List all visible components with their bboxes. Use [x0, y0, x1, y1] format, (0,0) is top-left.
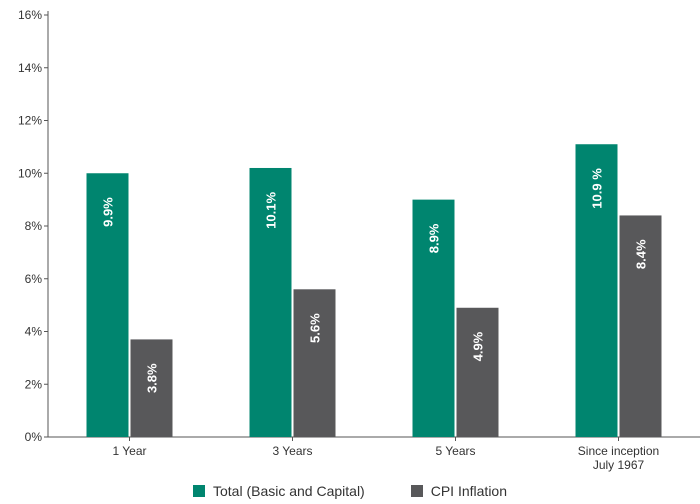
y-tick-label: 0% [25, 430, 43, 444]
bar-cpi [130, 339, 173, 437]
data-label-cpi: 4.9% [471, 331, 486, 361]
x-tick-label: Since inception July 1967 [578, 444, 659, 472]
bar-cpi [293, 289, 336, 437]
data-label-cpi: 5.6% [308, 313, 323, 343]
y-tick-label: 14% [18, 61, 42, 75]
legend-label-cpi: CPI Inflation [430, 483, 507, 499]
data-label-cpi: 3.8% [145, 363, 160, 393]
y-tick-label: 12% [18, 114, 42, 128]
legend-item-total: Total (Basic and Capital) [192, 483, 365, 499]
bar-cpi [456, 307, 499, 437]
legend-swatch-cpi [410, 485, 423, 497]
y-tick-label: 2% [25, 377, 43, 391]
y-tick-label: 16% [18, 8, 42, 22]
legend-label-total: Total (Basic and Capital) [212, 483, 365, 499]
y-axis: 0% 2% 4% 6% 8% 10% 12% 14% 16% [18, 8, 49, 444]
x-tick-label: 3 Years [272, 444, 312, 458]
legend: Total (Basic and Capital) CPI Inflation [0, 480, 700, 502]
data-label-total: 8.9% [427, 223, 442, 253]
data-label-total: 9.9% [101, 197, 116, 227]
x-tick-label: 5 Years [435, 444, 475, 458]
x-axis: 1 Year 3 Years 5 Years Since inception July … [48, 436, 700, 472]
y-tick-label: 8% [25, 219, 43, 233]
data-label-cpi: 8.4% [634, 239, 649, 269]
y-tick-label: 10% [18, 166, 42, 180]
bar-chart: 0% 2% 4% 6% 8% 10% 12% 14% 16% 1 Year 3 Years 5 Ye… [18, 8, 700, 472]
bar-total [86, 173, 129, 437]
x-tick-label: 1 Year [112, 444, 146, 458]
bar-total [249, 167, 292, 437]
bars: 9.9% 3.8% 10.1% 5.6% 8.9% 4.9% 10.9 % 8.4% [86, 144, 662, 438]
bar-total [575, 144, 618, 438]
legend-swatch-total [192, 485, 205, 497]
legend-item-cpi: CPI Inflation [410, 483, 507, 499]
data-label-total: 10.9 % [590, 168, 605, 209]
y-tick-label: 4% [25, 325, 43, 339]
bar-cpi [619, 215, 662, 437]
y-tick-label: 6% [25, 272, 43, 286]
data-label-total: 10.1% [264, 192, 279, 229]
bar-total [412, 199, 455, 437]
